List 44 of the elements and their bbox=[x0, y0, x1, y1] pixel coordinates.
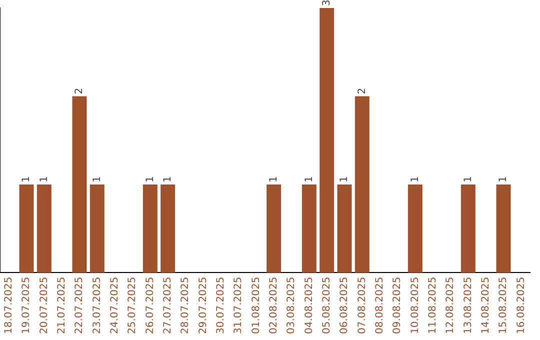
x-tick-label: 31.07.2025 bbox=[233, 276, 244, 334]
x-tick-label: 28.07.2025 bbox=[180, 276, 192, 334]
data-label: 1 bbox=[410, 176, 421, 182]
x-tick-label: 09.08.2025 bbox=[392, 276, 404, 334]
data-label: 1 bbox=[304, 176, 315, 182]
data-label: 2 bbox=[356, 88, 368, 94]
x-tick-label: 19.07.2025 bbox=[21, 276, 32, 334]
x-tick-label: 02.08.2025 bbox=[268, 276, 280, 334]
data-label: 1 bbox=[92, 176, 103, 182]
x-tick-label: 14.08.2025 bbox=[480, 276, 492, 334]
data-label: 3 bbox=[321, 0, 332, 6]
data-label: 1 bbox=[498, 176, 510, 182]
x-tick-label: 13.08.2025 bbox=[462, 276, 474, 334]
data-label: 2 bbox=[74, 88, 86, 94]
x-tick-label: 03.08.2025 bbox=[286, 276, 298, 334]
data-label: 1 bbox=[38, 176, 50, 182]
data-label: 1 bbox=[162, 176, 174, 182]
x-tick-label: 30.07.2025 bbox=[215, 276, 226, 334]
x-tick-label: 04.08.2025 bbox=[304, 276, 315, 334]
x-tick-label: 27.07.2025 bbox=[162, 276, 174, 334]
x-tick-label: 10.08.2025 bbox=[410, 276, 421, 334]
x-tick-label: 12.08.2025 bbox=[445, 276, 456, 334]
x-tick-label: 15.08.2025 bbox=[498, 276, 510, 334]
x-tick-label: 20.07.2025 bbox=[38, 276, 50, 334]
data-label: 1 bbox=[339, 176, 350, 182]
data-label: 1 bbox=[144, 176, 156, 182]
x-tick-label: 06.08.2025 bbox=[339, 276, 350, 334]
x-tick-label: 07.08.2025 bbox=[356, 276, 368, 334]
data-label: 1 bbox=[462, 176, 474, 182]
data-label: 1 bbox=[268, 176, 280, 182]
x-tick-label: 24.07.2025 bbox=[109, 276, 120, 334]
x-tick-label: 18.07.2025 bbox=[3, 276, 14, 334]
x-tick-label: 29.07.2025 bbox=[198, 276, 209, 334]
x-tick-label: 16.08.2025 bbox=[516, 276, 527, 334]
x-tick-label: 21.07.2025 bbox=[56, 276, 68, 334]
data-label: 1 bbox=[21, 176, 32, 182]
x-tick-label: 11.08.2025 bbox=[427, 276, 438, 334]
x-tick-label: 01.08.2025 bbox=[250, 276, 262, 334]
x-tick-label: 23.07.2025 bbox=[92, 276, 103, 334]
x-tick-label: 08.08.2025 bbox=[374, 276, 386, 334]
x-tick-label: 05.08.2025 bbox=[321, 276, 332, 334]
x-tick-label: 22.07.2025 bbox=[74, 276, 86, 334]
x-tick-label: 26.07.2025 bbox=[144, 276, 156, 334]
x-tick-label: 25.07.2025 bbox=[127, 276, 138, 334]
